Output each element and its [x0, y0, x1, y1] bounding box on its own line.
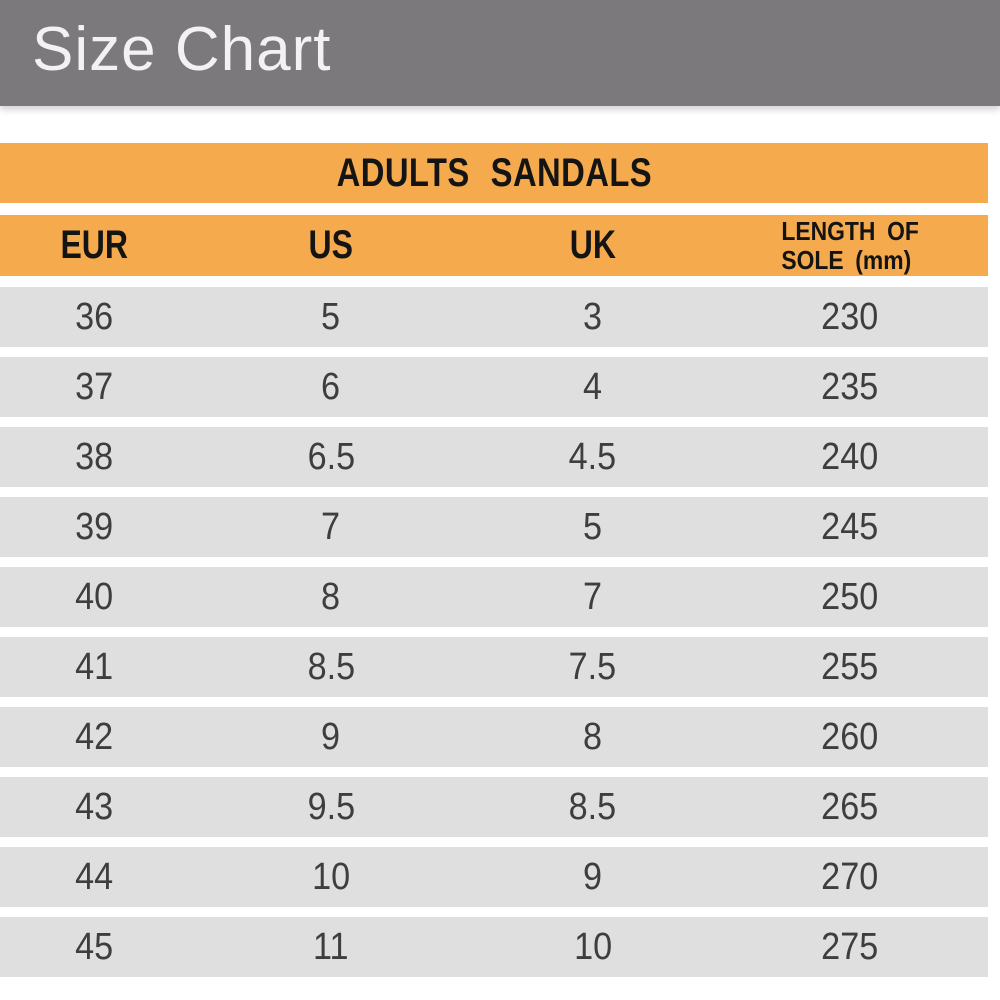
- cell-us: 6: [321, 365, 341, 408]
- cell-sole-length: 230: [821, 295, 879, 338]
- cell-uk: 8: [583, 715, 603, 758]
- cell-us: 11: [313, 925, 349, 968]
- table-row: 44 10 9 270: [0, 847, 988, 907]
- cell-eur: 39: [74, 505, 113, 548]
- table-row: 41 8.5 7.5 255: [0, 637, 988, 697]
- column-header-eur: EUR: [60, 223, 128, 267]
- table-row: 40 8 7 250: [0, 567, 988, 627]
- cell-sole-length: 250: [821, 575, 879, 618]
- table-row: 43 9.5 8.5 265: [0, 777, 988, 837]
- size-chart-banner: Size Chart: [0, 0, 1000, 106]
- cell-uk: 8.5: [569, 785, 617, 828]
- table-title: ADULTS SANDALS: [336, 150, 652, 195]
- cell-us: 8: [321, 575, 341, 618]
- column-header-uk: UK: [569, 223, 616, 267]
- cell-eur: 38: [74, 435, 113, 478]
- cell-us: 10: [311, 855, 350, 898]
- table-header-row: EUR US UK LENGTH OF SOLE (mm): [0, 215, 988, 276]
- cell-sole-length: 235: [821, 365, 879, 408]
- cell-eur: 37: [74, 365, 113, 408]
- cell-uk: 9: [583, 855, 603, 898]
- cell-sole-length: 265: [821, 785, 879, 828]
- cell-eur: 36: [74, 295, 113, 338]
- column-header-us: US: [308, 223, 354, 267]
- cell-eur: 44: [74, 855, 113, 898]
- cell-us: 5: [321, 295, 341, 338]
- cell-uk: 10: [573, 925, 612, 968]
- cell-us: 7: [321, 505, 341, 548]
- cell-us: 6.5: [307, 435, 355, 478]
- cell-eur: 45: [74, 925, 113, 968]
- column-header-sole-length: LENGTH OF SOLE (mm): [711, 217, 988, 274]
- cell-us: 8.5: [307, 645, 355, 688]
- size-table: ADULTS SANDALS EUR US UK LENGTH OF SOLE …: [0, 143, 988, 987]
- cell-eur: 43: [74, 785, 113, 828]
- cell-sole-length: 275: [821, 925, 879, 968]
- table-row: 38 6.5 4.5 240: [0, 427, 988, 487]
- table-row: 37 6 4 235: [0, 357, 988, 417]
- cell-sole-length: 255: [821, 645, 879, 688]
- cell-uk: 7: [583, 575, 603, 618]
- cell-us: 9: [321, 715, 341, 758]
- cell-sole-length: 260: [821, 715, 879, 758]
- table-row: 39 7 5 245: [0, 497, 988, 557]
- cell-us: 9.5: [307, 785, 355, 828]
- cell-uk: 4: [583, 365, 603, 408]
- table-row: 45 11 10 275: [0, 917, 988, 977]
- cell-sole-length: 270: [821, 855, 879, 898]
- cell-eur: 40: [74, 575, 113, 618]
- cell-eur: 42: [74, 715, 113, 758]
- table-row: 42 9 8 260: [0, 707, 988, 767]
- sole-length-line1: LENGTH OF: [780, 215, 919, 246]
- cell-sole-length: 245: [821, 505, 879, 548]
- cell-eur: 41: [74, 645, 113, 688]
- sole-length-line2: SOLE (mm): [780, 244, 911, 275]
- cell-sole-length: 240: [821, 435, 879, 478]
- cell-uk: 7.5: [569, 645, 617, 688]
- cell-uk: 4.5: [569, 435, 617, 478]
- cell-uk: 3: [583, 295, 603, 338]
- table-title-band: ADULTS SANDALS: [0, 143, 988, 203]
- table-row: 36 5 3 230: [0, 287, 988, 347]
- page-title: Size Chart: [32, 14, 332, 84]
- cell-uk: 5: [583, 505, 603, 548]
